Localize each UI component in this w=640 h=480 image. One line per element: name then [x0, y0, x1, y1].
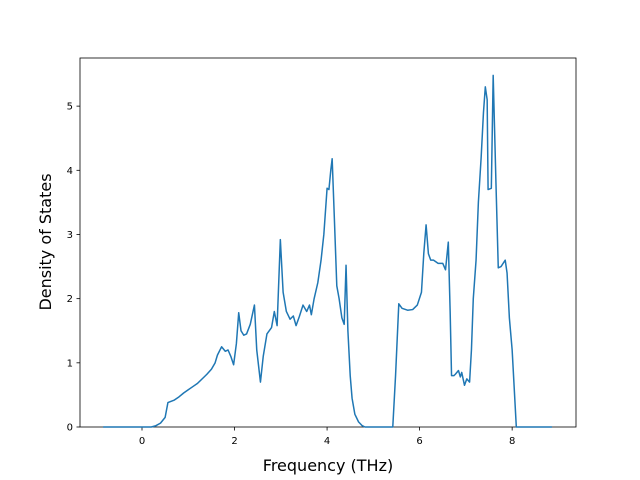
line-series	[103, 74, 552, 428]
y-tick-label: 4	[67, 166, 73, 177]
y-tick-label: 1	[67, 358, 73, 369]
x-tick-label: 6	[416, 436, 422, 447]
x-axis-label: Frequency (THz)	[263, 456, 393, 475]
y-tick-label: 2	[67, 294, 73, 305]
y-tick-label: 3	[67, 230, 73, 241]
x-tick-label: 2	[231, 436, 237, 447]
x-tick-label: 4	[324, 436, 330, 447]
x-tick-label: 0	[139, 436, 145, 447]
y-tick-label: 5	[67, 102, 73, 113]
plot-frame	[79, 57, 577, 428]
y-axis-label: Density of States	[36, 173, 55, 310]
y-tick-label: 0	[67, 423, 73, 434]
x-tick-label: 8	[509, 436, 515, 447]
